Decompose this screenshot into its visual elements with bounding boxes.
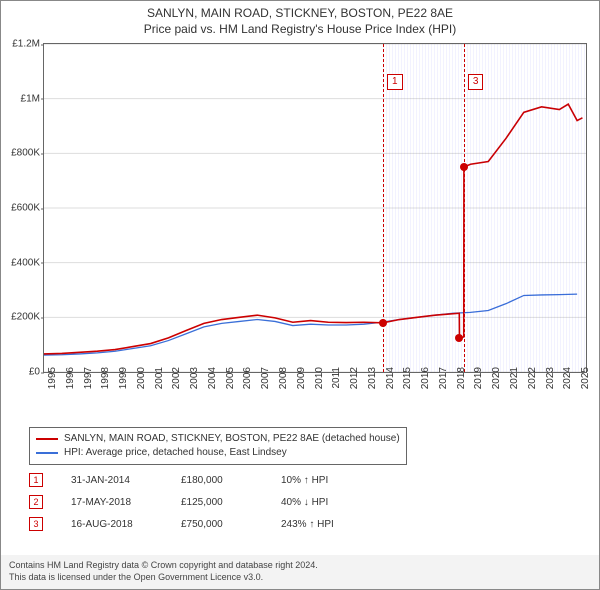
footer-line1: Contains HM Land Registry data © Crown c… [9,559,591,571]
sale-date: 17-MAY-2018 [71,497,181,508]
x-tick: 2000 [136,367,147,407]
x-tick: 2014 [385,367,396,407]
sale-box-2: 2 [29,495,43,509]
sales-legend: 1 31-JAN-2014£180,00010% ↑ HPI 2 17-MAY-201… [29,469,401,535]
x-tick: 1997 [83,367,94,407]
x-tick: 2007 [260,367,271,407]
x-tick: 2016 [420,367,431,407]
sale-box-1: 1 [29,473,43,487]
sale-price: £750,000 [181,519,281,530]
chart-title: SANLYN, MAIN ROAD, STICKNEY, BOSTON, PE2… [1,1,599,37]
x-tick: 2022 [527,367,538,407]
y-tick: £400K [6,257,40,268]
x-tick: 2002 [171,367,182,407]
sale-price: £125,000 [181,497,281,508]
sale-price: £180,000 [181,475,281,486]
shaded-region [383,44,586,372]
x-tick: 2017 [438,367,449,407]
x-tick: 2011 [331,367,342,407]
series-legend: SANLYN, MAIN ROAD, STICKNEY, BOSTON, PE2… [29,427,407,465]
x-tick: 2023 [545,367,556,407]
plot-area: 13£0£200K£400K£600K£800K£1M£1.2M19951996… [43,43,587,373]
x-tick: 1996 [65,367,76,407]
sale-vline-3 [464,44,465,372]
x-tick: 2001 [154,367,165,407]
sale-row-2: 2 17-MAY-2018£125,00040% ↓ HPI [29,491,401,513]
legend-label-blue: HPI: Average price, detached house, East… [64,446,287,460]
x-tick: 2012 [349,367,360,407]
x-tick: 2015 [402,367,413,407]
x-tick: 2005 [225,367,236,407]
x-tick: 2021 [509,367,520,407]
x-tick: 2003 [189,367,200,407]
sale-point-2 [455,334,463,342]
x-tick: 2010 [314,367,325,407]
x-tick: 2004 [207,367,218,407]
y-tick: £200K [6,312,40,323]
x-tick: 2013 [367,367,378,407]
sale-point-3 [460,163,468,171]
sale-date: 31-JAN-2014 [71,475,181,486]
x-tick: 2006 [242,367,253,407]
sale-annotation-1: 1 [387,74,403,90]
sale-change: 10% ↑ HPI [281,475,401,486]
title-subtitle: Price paid vs. HM Land Registry's House … [1,21,599,37]
sale-point-1 [379,319,387,327]
footer-line2: This data is licensed under the Open Gov… [9,571,591,583]
x-tick: 2008 [278,367,289,407]
y-tick: £1.2M [6,39,40,50]
legend-swatch-red [36,438,58,440]
attribution-footer: Contains HM Land Registry data © Crown c… [1,555,599,589]
sale-annotation-3: 3 [468,74,484,90]
x-tick: 2020 [491,367,502,407]
legend-row-red: SANLYN, MAIN ROAD, STICKNEY, BOSTON, PE2… [36,432,400,446]
x-tick: 2024 [562,367,573,407]
y-tick: £1M [6,93,40,104]
sale-row-1: 1 31-JAN-2014£180,00010% ↑ HPI [29,469,401,491]
sale-change: 40% ↓ HPI [281,497,401,508]
title-address: SANLYN, MAIN ROAD, STICKNEY, BOSTON, PE2… [1,5,599,21]
x-tick: 2019 [473,367,484,407]
x-tick: 1999 [118,367,129,407]
chart-container: SANLYN, MAIN ROAD, STICKNEY, BOSTON, PE2… [0,0,600,590]
sale-row-3: 3 16-AUG-2018£750,000243% ↑ HPI [29,513,401,535]
x-tick: 2018 [456,367,467,407]
legend-swatch-blue [36,452,58,454]
y-tick: £600K [6,203,40,214]
legend-label-red: SANLYN, MAIN ROAD, STICKNEY, BOSTON, PE2… [64,432,400,446]
legend-row-blue: HPI: Average price, detached house, East… [36,446,400,460]
x-tick: 1998 [100,367,111,407]
x-tick: 2009 [296,367,307,407]
x-tick: 1995 [47,367,58,407]
y-tick: £800K [6,148,40,159]
sale-date: 16-AUG-2018 [71,519,181,530]
sale-box-3: 3 [29,517,43,531]
y-tick: £0 [6,367,40,378]
x-tick: 2025 [580,367,591,407]
sale-change: 243% ↑ HPI [281,519,401,530]
